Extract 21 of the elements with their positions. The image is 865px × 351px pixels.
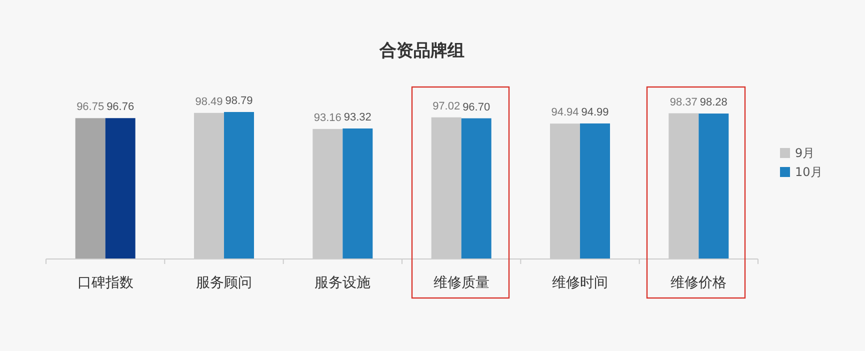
data-label: 98.28 <box>700 96 728 109</box>
x-tick-label: 维修价格 <box>670 275 727 291</box>
data-label: 94.99 <box>581 106 609 118</box>
data-label: 96.75 <box>76 101 104 114</box>
data-label: 97.02 <box>432 100 460 112</box>
data-label: 98.79 <box>225 95 253 107</box>
x-tick-label: 服务设施 <box>314 275 371 291</box>
data-label: 93.32 <box>344 111 372 124</box>
data-label: 93.16 <box>314 112 342 124</box>
legend-label: 9月 <box>795 146 815 160</box>
x-tick-label: 维修时间 <box>552 275 608 291</box>
data-label: 98.49 <box>195 96 223 108</box>
data-label: 96.76 <box>106 101 134 114</box>
chart-title: 合资品牌组 <box>378 41 464 61</box>
data-label: 96.70 <box>462 101 490 114</box>
x-tick-label: 口碑指数 <box>77 275 134 291</box>
legend-label: 10月 <box>795 165 822 179</box>
x-tick-label: 服务顾问 <box>196 275 252 291</box>
data-label: 94.94 <box>551 106 579 119</box>
data-label: 98.37 <box>670 96 698 108</box>
x-tick-label: 维修质量 <box>433 275 490 291</box>
